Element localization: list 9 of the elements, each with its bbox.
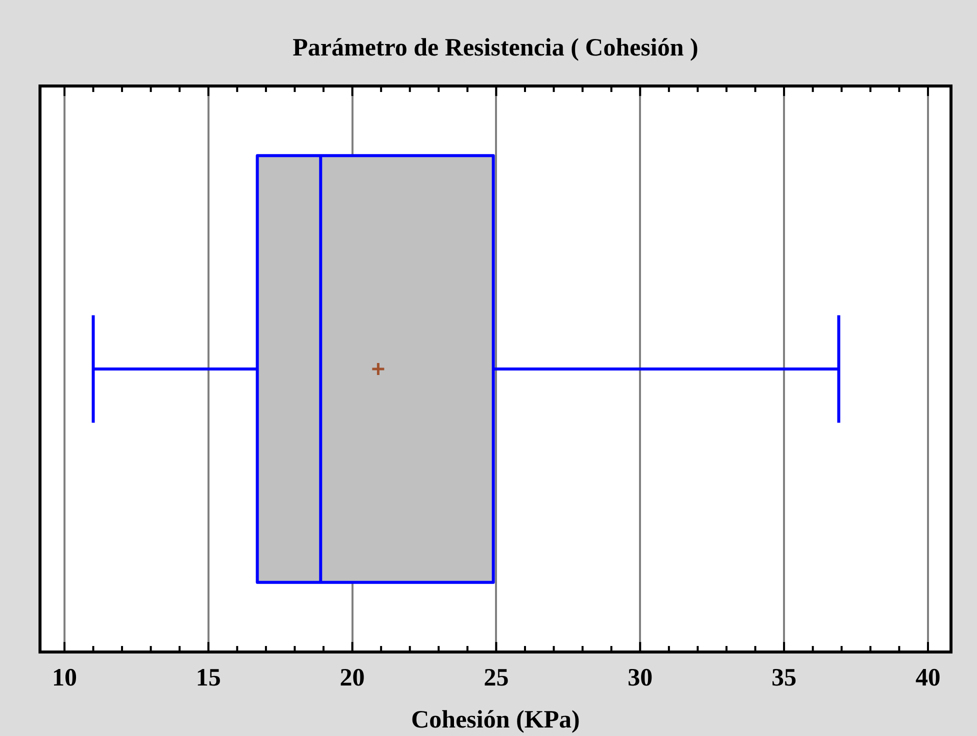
x-tick-label: 35 — [772, 664, 797, 692]
x-tick-label: 20 — [340, 664, 365, 692]
x-tick-label: 10 — [52, 664, 77, 692]
x-tick-label: 15 — [196, 664, 221, 692]
x-axis-title: Cohesión (KPa) — [411, 706, 580, 734]
x-tick-label: 40 — [915, 664, 940, 692]
chart-title: Parámetro de Resistencia ( Cohesión ) — [292, 34, 698, 62]
x-tick-label: 30 — [628, 664, 653, 692]
x-tick-label: 25 — [484, 664, 509, 692]
